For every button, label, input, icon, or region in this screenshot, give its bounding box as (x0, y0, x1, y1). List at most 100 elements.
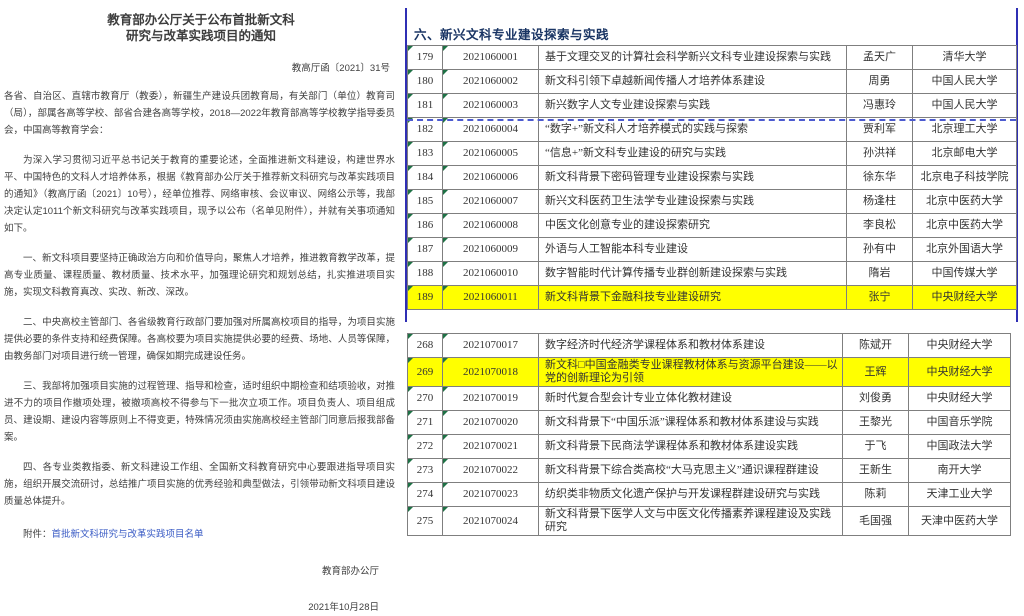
row-number-cell[interactable]: 184 (407, 165, 443, 190)
project-title-cell[interactable]: “数字+”新文科人才培养模式的实践与探索 (538, 117, 847, 142)
project-title-cell[interactable]: 基于文理交叉的计算社会科学新兴文科专业建设探索与实践 (538, 45, 847, 70)
project-title-cell[interactable]: 纺织类非物质文化遗产保护与开发课程群建设研究与实践 (538, 482, 843, 507)
university-cell[interactable]: 北京外国语大学 (912, 237, 1017, 262)
university-cell[interactable]: 北京中医药大学 (912, 213, 1017, 238)
project-title-cell-text: 基于文理交叉的计算社会科学新兴文科专业建设探索与实践 (545, 51, 831, 63)
leader-name-cell[interactable]: 王黎光 (842, 410, 909, 435)
university-cell[interactable]: 中国政法大学 (908, 434, 1011, 459)
project-code-cell[interactable]: 2021060010 (442, 261, 539, 286)
row-number-cell[interactable]: 187 (407, 237, 443, 262)
leader-name-cell[interactable]: 孙有中 (846, 237, 913, 262)
project-code-cell[interactable]: 2021060006 (442, 165, 539, 190)
leader-name-cell[interactable]: 王新生 (842, 458, 909, 483)
project-title-cell[interactable]: “信息+”新文科专业建设的研究与实践 (538, 141, 847, 166)
university-cell[interactable]: 中央财经大学 (912, 285, 1017, 310)
project-code-cell[interactable]: 2021070022 (442, 458, 539, 483)
project-code-cell[interactable]: 2021060008 (442, 213, 539, 238)
university-cell-text: 中国人民大学 (931, 99, 998, 111)
project-title-cell[interactable]: 新文科背景下“中国乐派”课程体系和教材体系建设与实践 (538, 410, 843, 435)
university-cell[interactable]: 中国人民大学 (912, 69, 1017, 94)
project-title-cell[interactable]: 数字智能时代计算传播专业群创新建设探索与实践 (538, 261, 847, 286)
university-cell[interactable]: 中国人民大学 (912, 93, 1017, 118)
leader-name-cell[interactable]: 周勇 (846, 69, 913, 94)
leader-name-cell[interactable]: 毛国强 (842, 506, 909, 536)
row-number-cell[interactable]: 188 (407, 261, 443, 286)
leader-name-cell[interactable]: 张宁 (846, 285, 913, 310)
leader-name-cell[interactable]: 王辉 (842, 357, 909, 387)
leader-name-cell-text: 孙洪祥 (863, 147, 896, 159)
row-number-cell[interactable]: 181 (407, 93, 443, 118)
leader-name-cell[interactable]: 徐东华 (846, 165, 913, 190)
row-number-cell[interactable]: 189 (407, 285, 443, 310)
project-code-cell[interactable]: 2021070024 (442, 506, 539, 536)
attachment-link[interactable]: 首批新文科研究与改革实践项目名单 (51, 529, 204, 540)
project-code-cell[interactable]: 2021060003 (442, 93, 539, 118)
university-cell[interactable]: 清华大学 (912, 45, 1017, 70)
project-title-cell[interactable]: 新时代复合型会计专业立体化教材建设 (538, 386, 843, 411)
row-number-cell[interactable]: 274 (407, 482, 443, 507)
project-code-cell[interactable]: 2021060009 (442, 237, 539, 262)
project-code-cell[interactable]: 2021070018 (442, 357, 539, 387)
project-title-cell[interactable]: 新文科背景下密码管理专业建设探索与实践 (538, 165, 847, 190)
row-number-cell[interactable]: 271 (407, 410, 443, 435)
university-cell[interactable]: 中央财经大学 (908, 333, 1011, 358)
leader-name-cell[interactable]: 杨逢柱 (846, 189, 913, 214)
project-title-cell[interactable]: 新文科背景下综合类高校“大马克思主义”通识课程群建设 (538, 458, 843, 483)
university-cell[interactable]: 中央财经大学 (908, 386, 1011, 411)
table-row: 187 2021060009 外语与人工智能本科专业建设 孙有中 北京外国语大学 (407, 237, 1017, 262)
university-cell[interactable]: 天津工业大学 (908, 482, 1011, 507)
university-cell[interactable]: 北京中医药大学 (912, 189, 1017, 214)
project-title-cell[interactable]: 中医文化创意专业的建设探索研究 (538, 213, 847, 238)
project-title-cell[interactable]: 外语与人工智能本科专业建设 (538, 237, 847, 262)
university-cell[interactable]: 中央财经大学 (908, 357, 1011, 387)
leader-name-cell[interactable]: 于飞 (842, 434, 909, 459)
university-cell[interactable]: 天津中医药大学 (908, 506, 1011, 536)
project-title-cell[interactable]: 新兴文科医药卫生法学专业建设探索与实践 (538, 189, 847, 214)
project-title-cell[interactable]: 新文科引领下卓越新闻传播人才培养体系建设 (538, 69, 847, 94)
leader-name-cell[interactable]: 陈莉 (842, 482, 909, 507)
row-number-cell[interactable]: 182 (407, 117, 443, 142)
leader-name-cell[interactable]: 陈斌开 (842, 333, 909, 358)
project-code-cell[interactable]: 2021070023 (442, 482, 539, 507)
leader-name-cell[interactable]: 刘俊勇 (842, 386, 909, 411)
university-cell[interactable]: 北京邮电大学 (912, 141, 1017, 166)
row-number-cell[interactable]: 268 (407, 333, 443, 358)
university-cell[interactable]: 北京电子科技学院 (912, 165, 1017, 190)
row-number-cell[interactable]: 185 (407, 189, 443, 214)
leader-name-cell[interactable]: 孟天广 (846, 45, 913, 70)
project-title-cell[interactable]: 新文科□中国金融类专业课程教材体系与资源平台建设——以党的创新理论为引领 (538, 357, 843, 387)
project-code-cell[interactable]: 2021070021 (442, 434, 539, 459)
leader-name-cell[interactable]: 冯惠玲 (846, 93, 913, 118)
row-number-cell[interactable]: 275 (407, 506, 443, 536)
project-title-cell[interactable]: 新文科背景下医学人文与中医文化传播素养课程建设及实践研究 (538, 506, 843, 536)
row-number-cell[interactable]: 272 (407, 434, 443, 459)
project-title-cell[interactable]: 数字经济时代经济学课程体系和教材体系建设 (538, 333, 843, 358)
university-cell[interactable]: 中国传媒大学 (912, 261, 1017, 286)
university-cell[interactable]: 南开大学 (908, 458, 1011, 483)
project-code-cell[interactable]: 2021060005 (442, 141, 539, 166)
project-code-cell[interactable]: 2021060007 (442, 189, 539, 214)
project-title-cell[interactable]: 新文科背景下民商法学课程体系和教材体系建设实践 (538, 434, 843, 459)
row-number-cell[interactable]: 270 (407, 386, 443, 411)
project-title-cell[interactable]: 新文科背景下金融科技专业建设研究 (538, 285, 847, 310)
row-number-cell[interactable]: 179 (407, 45, 443, 70)
leader-name-cell[interactable]: 隋岩 (846, 261, 913, 286)
project-code-cell[interactable]: 2021060011 (442, 285, 539, 310)
project-code-cell[interactable]: 2021070020 (442, 410, 539, 435)
project-code-cell[interactable]: 2021060002 (442, 69, 539, 94)
row-number-cell[interactable]: 180 (407, 69, 443, 94)
row-number-cell[interactable]: 273 (407, 458, 443, 483)
project-title-cell[interactable]: 新兴数字人文专业建设探索与实践 (538, 93, 847, 118)
row-number-cell[interactable]: 183 (407, 141, 443, 166)
project-code-cell[interactable]: 2021060001 (442, 45, 539, 70)
row-number-cell[interactable]: 269 (407, 357, 443, 387)
leader-name-cell[interactable]: 李良松 (846, 213, 913, 238)
leader-name-cell[interactable]: 孙洪祥 (846, 141, 913, 166)
project-code-cell[interactable]: 2021060004 (442, 117, 539, 142)
university-cell[interactable]: 中国音乐学院 (908, 410, 1011, 435)
row-number-cell[interactable]: 186 (407, 213, 443, 238)
project-code-cell[interactable]: 2021070017 (442, 333, 539, 358)
leader-name-cell[interactable]: 贾利军 (846, 117, 913, 142)
project-code-cell[interactable]: 2021070019 (442, 386, 539, 411)
university-cell[interactable]: 北京理工大学 (912, 117, 1017, 142)
